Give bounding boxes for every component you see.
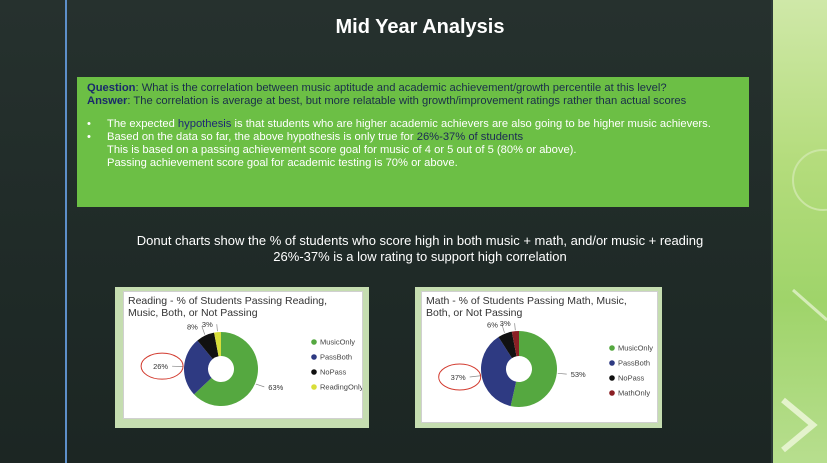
result-highlight: 26%-37% of students — [416, 131, 524, 143]
bullet-list: The expected hypothesis is that students… — [87, 118, 739, 170]
answer-line: Answer: The correlation is average at be… — [87, 95, 739, 108]
bullet-hypothesis: The expected hypothesis is that students… — [87, 118, 739, 131]
leader-line — [255, 383, 265, 388]
slice-mathonly — [511, 331, 519, 357]
data-label-readingonly: 3% — [202, 320, 213, 329]
data-label-musiconly: 63% — [268, 383, 283, 392]
left-rule — [65, 0, 67, 463]
slice-passboth — [184, 340, 213, 395]
reading-donut-chart: 63% 26% 8% 3% MusicOnly PassBoth NoPass Reading… — [140, 320, 362, 406]
slice-nopass — [498, 331, 517, 359]
legend-passboth: PassBoth — [320, 353, 352, 362]
highlight-circle — [140, 352, 184, 380]
legend-marker-nopass — [311, 369, 317, 375]
question-label: Question — [87, 82, 136, 94]
chart-description-line2: 26%-37% is a low rating to support high … — [273, 249, 567, 264]
legend-marker-mathonly — [609, 390, 615, 396]
legend-mathonly: MathOnly — [618, 389, 650, 398]
legend-marker-passboth — [609, 360, 615, 366]
data-label-passboth: 37% — [451, 373, 466, 382]
leader-line — [557, 372, 567, 375]
reading-chart-title: Reading - % of Students Passing Reading,… — [128, 295, 328, 319]
math-chart-frame: Math - % of Students Passing Math, Music… — [415, 287, 662, 428]
question-text: : What is the correlation between music … — [135, 82, 667, 94]
slice-passboth — [481, 337, 517, 407]
legend-readingonly: ReadingOnly — [320, 383, 362, 392]
academic-goal-text: Passing achievement score goal for acade… — [107, 157, 458, 169]
legend-musiconly: MusicOnly — [320, 338, 355, 347]
chart-description-line1: Donut charts show the % of students who … — [136, 233, 704, 248]
analysis-box: Question: What is the correlation betwee… — [77, 77, 749, 207]
page-title: Mid Year Analysis — [335, 16, 505, 38]
decorative-chevrons — [781, 149, 827, 453]
legend-marker-readingonly — [311, 384, 317, 390]
music-goal-text: This is based on a passing achievement s… — [107, 144, 577, 156]
data-label-musiconly: 53% — [571, 370, 586, 379]
data-label-mathonly: 3% — [500, 319, 511, 328]
answer-label: Answer — [87, 95, 128, 107]
leader-line — [201, 326, 206, 335]
legend-marker-passboth — [311, 354, 317, 360]
legend-marker-musiconly — [311, 339, 317, 345]
math-chart-card: Math - % of Students Passing Math, Music… — [421, 291, 658, 423]
leader-line — [514, 323, 516, 331]
data-label-passboth: 26% — [153, 362, 168, 371]
right-band-edge — [771, 0, 773, 463]
answer-text: : The correlation is average at best, bu… — [127, 95, 687, 107]
data-label-nopass: 8% — [187, 322, 198, 331]
slice-musiconly — [510, 331, 557, 407]
leader-line — [469, 375, 481, 378]
leader-line — [216, 324, 218, 332]
decorative-band — [773, 0, 827, 463]
hypothesis-highlight: hypothesis — [177, 118, 232, 130]
question-line: Question: What is the correlation betwee… — [87, 82, 739, 95]
math-chart-title: Math - % of Students Passing Math, Music… — [426, 295, 627, 319]
legend-nopass: NoPass — [618, 374, 645, 383]
legend-marker-nopass — [609, 375, 615, 381]
legend-nopass: NoPass — [320, 368, 347, 377]
bullet-result: Based on the data so far, the above hypo… — [87, 131, 739, 170]
reading-chart-card: Reading - % of Students Passing Reading,… — [123, 291, 363, 419]
reading-chart-frame: Reading - % of Students Passing Reading,… — [115, 287, 369, 428]
data-label-nopass: 6% — [487, 320, 498, 329]
chart-description: Donut charts show the % of students who … — [67, 233, 773, 265]
math-donut-chart: 53% 37% 6% 3% MusicOnly PassBoth NoPass MathOnl… — [438, 319, 653, 407]
highlight-circle — [438, 363, 482, 391]
legend-musiconly: MusicOnly — [618, 344, 653, 353]
legend-passboth: PassBoth — [618, 359, 650, 368]
legend-marker-musiconly — [609, 345, 615, 351]
slice-nopass — [197, 332, 219, 359]
slice-musiconly — [194, 332, 258, 406]
leader-line — [501, 324, 505, 333]
slice-readingonly — [214, 332, 221, 357]
